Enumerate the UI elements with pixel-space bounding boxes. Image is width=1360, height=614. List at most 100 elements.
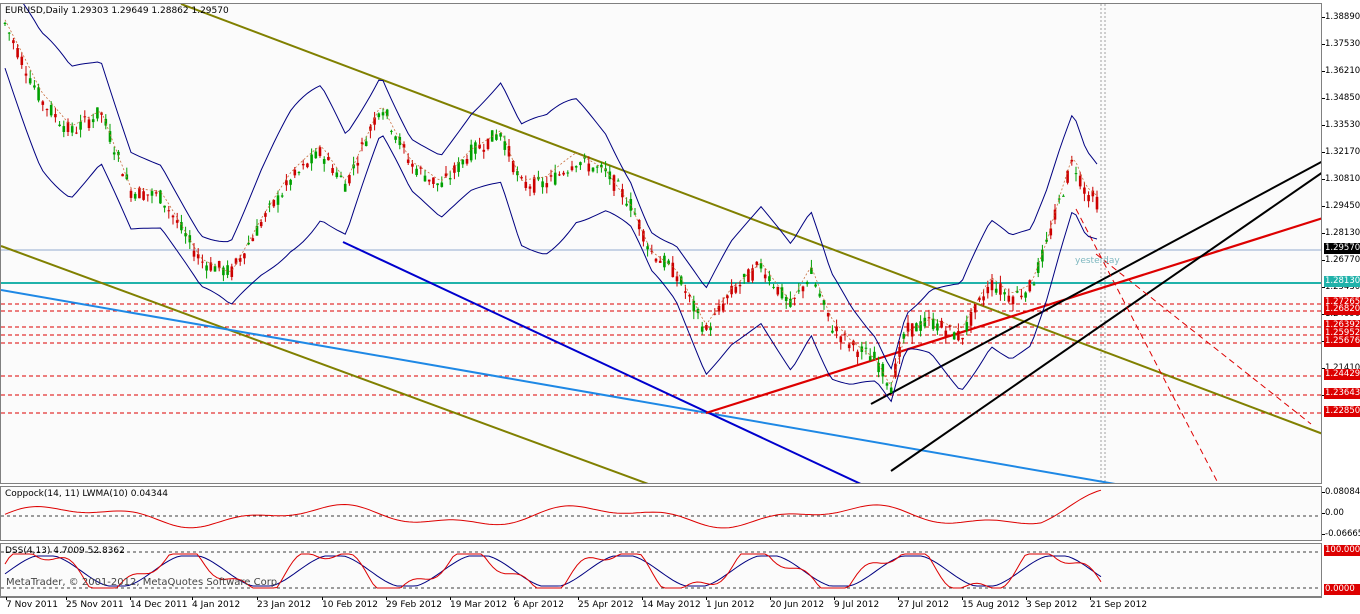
date-tick-label: 6 Apr 2012 [514, 597, 564, 610]
candle-body [188, 235, 192, 243]
price-tick-label: 1.25430 [1321, 282, 1360, 292]
candle-body [860, 346, 864, 352]
candle-body [406, 159, 410, 163]
candle-body [705, 325, 708, 330]
price-level-flag: 1.28130 [1324, 276, 1360, 287]
candle-body [864, 347, 868, 349]
candle-body [37, 87, 40, 101]
candle-body [545, 183, 549, 188]
coppock-pane[interactable]: Coppock(14, 11) LWMA(10) 0.04344 [0, 486, 1322, 541]
candle-body [1020, 295, 1023, 298]
candle-body [726, 295, 729, 299]
candle-body [948, 325, 952, 327]
candle-body [965, 322, 969, 331]
price-tick-label: 1.29450 [1321, 201, 1360, 211]
candle-body [91, 119, 95, 123]
price-chart-pane[interactable]: EURUSD,Daily 1.29303 1.29649 1.28862 1.2… [0, 3, 1322, 484]
projection-line [1095, 253, 1312, 425]
candle-body [1057, 198, 1061, 200]
candle-body [142, 191, 145, 200]
candle-body [818, 293, 822, 297]
candle-body [755, 261, 759, 265]
candle-body [385, 109, 389, 117]
candle-body [398, 136, 402, 146]
candle-body [70, 126, 74, 133]
bollinger-lower [4, 67, 1098, 403]
candle-body [1074, 173, 1078, 175]
price-tick-label: 1.28130 [1321, 228, 1360, 238]
price-level-flag: 1.27265 [1324, 297, 1360, 308]
candle-body [957, 330, 960, 341]
date-tick-label: 21 Sep 2012 [1090, 597, 1148, 610]
candle-body [1041, 249, 1044, 262]
candle-body [285, 180, 288, 186]
candle-body [528, 186, 532, 189]
time-axis[interactable]: 7 Nov 2011 25 Nov 2011 14 Dec 2011 4 Jan 20… [0, 597, 1322, 614]
candle-body [805, 282, 809, 285]
candle-body [222, 267, 225, 276]
candle-body [986, 286, 990, 294]
dss-pane[interactable]: DSS(4,13) 4.7009 52.8362 [0, 543, 1322, 597]
candle-body [66, 121, 70, 133]
candle-body [209, 262, 213, 271]
candle-body [621, 189, 624, 198]
candle-body [738, 284, 742, 287]
candle-body [822, 300, 826, 305]
candle-body [978, 297, 981, 301]
candle-body [280, 195, 284, 197]
candle-body [436, 183, 439, 186]
candle-body [427, 179, 431, 182]
moving-average [4, 19, 1098, 387]
candle-body [154, 192, 158, 194]
candle-body [1070, 159, 1074, 162]
candle-body [734, 286, 738, 293]
coppock-tick-label: 0.08084 [1321, 487, 1360, 497]
candle-body [1032, 284, 1036, 286]
dss-canvas [1, 551, 1321, 589]
candle-body [213, 266, 217, 272]
watermark: MetaTrader, © 2001-2012, MetaQuotes Soft… [6, 577, 281, 588]
candle-body [196, 254, 200, 259]
candle-body [448, 178, 452, 180]
candle-body [146, 194, 150, 196]
candle-body [268, 203, 271, 205]
candle-body [1049, 228, 1053, 236]
candle-body [982, 296, 985, 301]
candle-body [667, 260, 670, 265]
date-tick-label: 14 Dec 2011 [130, 597, 188, 610]
date-tick-label: 19 Mar 2012 [450, 597, 508, 610]
coppock-tick-label: 0.00 [1322, 508, 1344, 518]
candle-body [339, 175, 343, 177]
price-level-flag: 1.26820 [1324, 304, 1360, 315]
date-tick-label: 25 Nov 2011 [66, 597, 124, 610]
candle-body [1007, 295, 1011, 302]
candle-body [150, 191, 154, 196]
bollinger-upper [23, 4, 1098, 370]
candle-body [885, 383, 889, 386]
date-tick-label: 7 Nov 2011 [6, 597, 58, 610]
price-tick-label: 1.34850 [1321, 93, 1360, 103]
candle-body [940, 320, 943, 328]
channel-lower-line [1, 245, 649, 483]
candle-body [499, 133, 502, 137]
candle-body [322, 159, 326, 164]
candle-body [801, 286, 805, 292]
candle-body [852, 340, 855, 346]
candle-body [184, 233, 187, 237]
candle-body [612, 175, 616, 191]
candle-body [461, 159, 465, 165]
candle-body [927, 317, 931, 319]
candle-body [650, 250, 654, 252]
candle-body [973, 304, 977, 313]
candle-body [566, 172, 570, 174]
candle-body [318, 147, 322, 156]
candle-body [600, 164, 603, 168]
price-axis[interactable]: 1.38890 1.37530 1.36210 1.34850 1.33530 1.321… [1321, 3, 1360, 484]
candle-body [12, 40, 15, 44]
candle-body [100, 112, 103, 115]
candle-body [574, 166, 578, 168]
candle-body [234, 258, 238, 264]
date-tick-label: 23 Jan 2012 [257, 597, 311, 610]
candle-body [784, 296, 788, 301]
candle-body [847, 344, 851, 349]
